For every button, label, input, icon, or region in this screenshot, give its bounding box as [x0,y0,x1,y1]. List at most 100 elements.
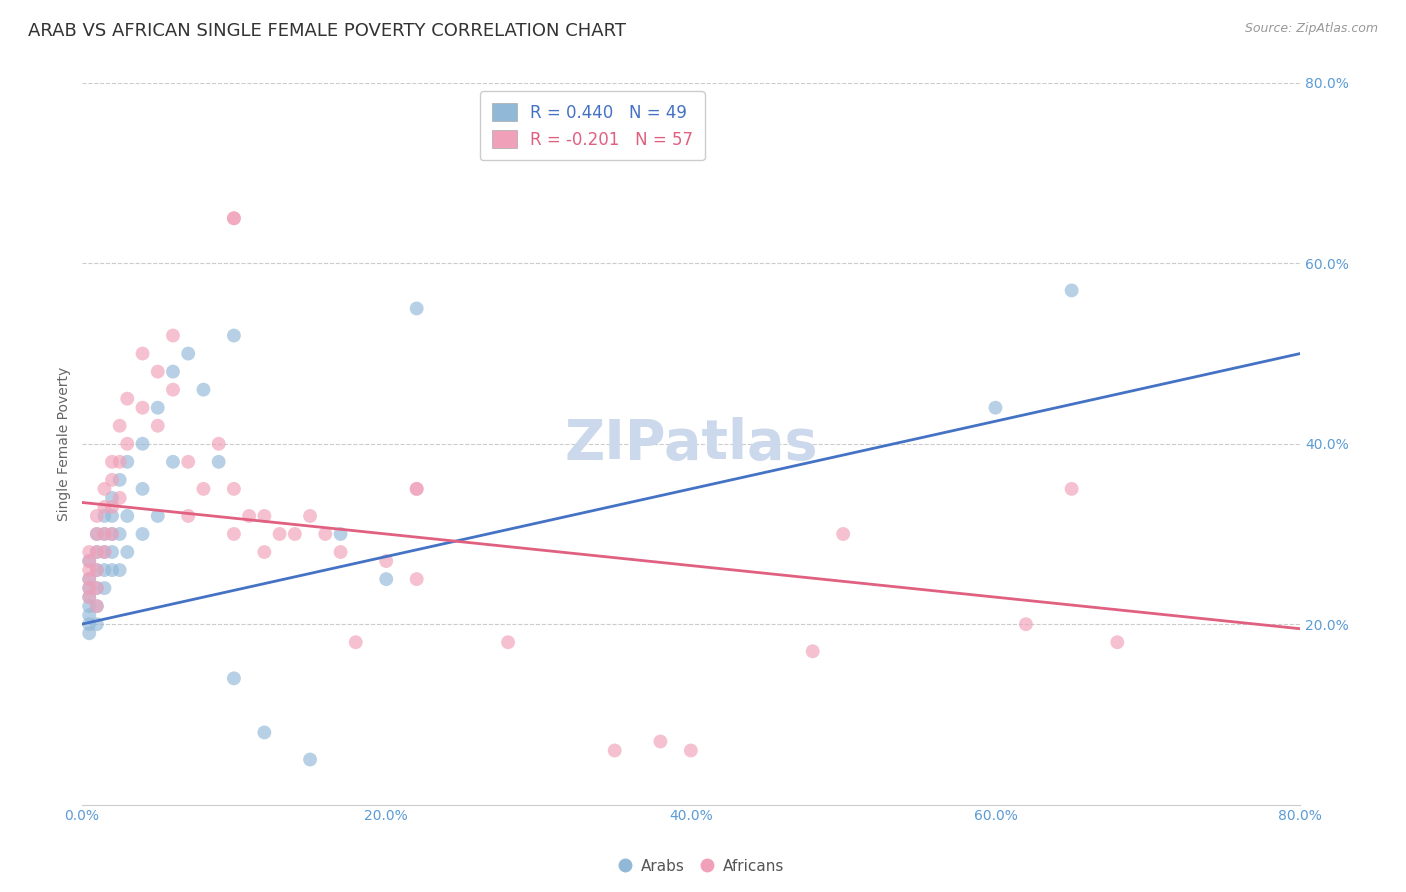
Point [222,211,245,226]
Point [238,508,260,523]
Point [314,527,336,541]
Point [77,581,100,595]
Legend: Arabs, Africans: Arabs, Africans [616,853,790,880]
Point [77,608,100,623]
Point [117,455,139,469]
Point [222,482,245,496]
Point [86,581,108,595]
Y-axis label: Single Female Poverty: Single Female Poverty [58,367,72,521]
Point [131,401,153,415]
Point [77,563,100,577]
Point [832,527,855,541]
Point [284,527,307,541]
Point [77,599,100,614]
Text: ZIPatlas: ZIPatlas [564,417,818,471]
Point [405,301,427,316]
Point [86,527,108,541]
Point [101,473,124,487]
Point [108,527,131,541]
Point [679,743,702,757]
Point [222,328,245,343]
Point [193,482,215,496]
Point [86,527,108,541]
Point [603,743,626,757]
Text: ARAB VS AFRICAN SINGLE FEMALE POVERTY CORRELATION CHART: ARAB VS AFRICAN SINGLE FEMALE POVERTY CO… [28,22,626,40]
Point [405,482,427,496]
Point [101,527,124,541]
Point [208,455,231,469]
Point [93,581,115,595]
Point [253,508,276,523]
Point [86,563,108,577]
Point [1060,482,1083,496]
Point [222,211,245,226]
Point [253,545,276,559]
Point [131,482,153,496]
Point [86,599,108,614]
Point [77,572,100,586]
Point [177,346,200,360]
Point [108,491,131,505]
Point [131,527,153,541]
Point [1060,284,1083,298]
Point [344,635,367,649]
Point [93,527,115,541]
Point [375,554,398,568]
Point [177,508,200,523]
Point [77,554,100,568]
Point [101,455,124,469]
Point [299,508,322,523]
Point [329,527,352,541]
Point [77,590,100,604]
Point [101,527,124,541]
Point [77,590,100,604]
Point [299,752,322,766]
Point [93,545,115,559]
Point [101,563,124,577]
Point [86,599,108,614]
Point [162,328,184,343]
Point [375,572,398,586]
Point [222,527,245,541]
Point [650,734,672,748]
Point [193,383,215,397]
Point [108,418,131,433]
Point [146,418,169,433]
Point [162,383,184,397]
Point [162,455,184,469]
Point [77,626,100,640]
Point [329,545,352,559]
Point [108,563,131,577]
Point [177,455,200,469]
Point [101,500,124,514]
Point [222,671,245,685]
Point [77,581,100,595]
Point [77,545,100,559]
Point [162,365,184,379]
Point [117,545,139,559]
Point [131,437,153,451]
Point [253,725,276,739]
Point [405,482,427,496]
Point [77,572,100,586]
Point [86,563,108,577]
Point [1015,617,1038,632]
Point [117,508,139,523]
Point [93,482,115,496]
Point [101,491,124,505]
Text: Source: ZipAtlas.com: Source: ZipAtlas.com [1244,22,1378,36]
Point [93,563,115,577]
Point [101,545,124,559]
Point [77,554,100,568]
Point [117,392,139,406]
Point [146,365,169,379]
Point [93,527,115,541]
Point [117,437,139,451]
Point [146,508,169,523]
Point [146,401,169,415]
Point [93,545,115,559]
Point [86,545,108,559]
Point [984,401,1007,415]
Point [86,617,108,632]
Point [269,527,291,541]
